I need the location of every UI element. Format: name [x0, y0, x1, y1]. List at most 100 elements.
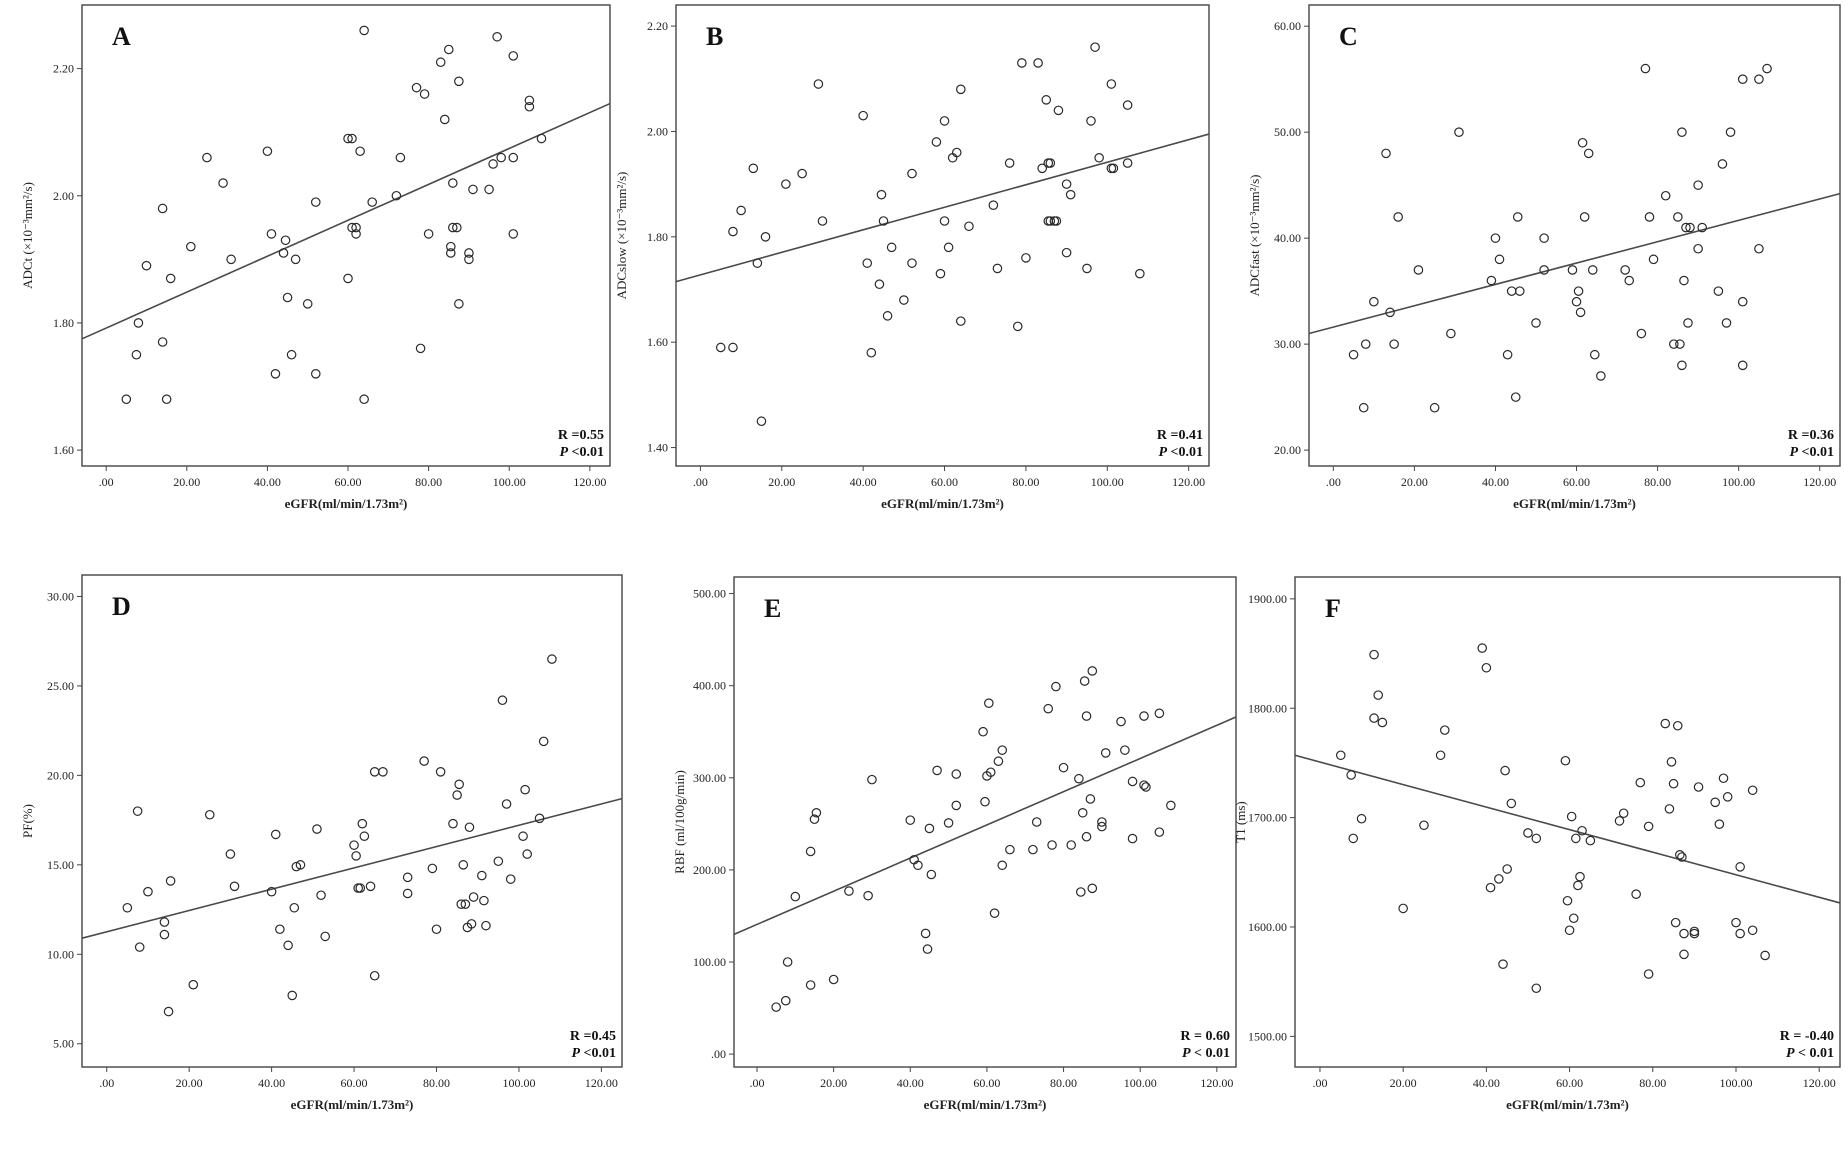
data-point	[359, 394, 369, 405]
data-point	[1677, 127, 1687, 137]
data-point	[951, 769, 962, 779]
data-point	[262, 146, 273, 157]
data-point	[1679, 275, 1689, 286]
x-tick-label: .00	[99, 475, 114, 489]
data-point	[1624, 275, 1635, 286]
data-point	[468, 892, 479, 902]
data-point	[505, 874, 516, 884]
data-point	[828, 974, 839, 985]
y-tick-label: .00	[711, 1047, 726, 1061]
data-point	[752, 258, 763, 268]
x-tick-label: 120.00	[1803, 475, 1836, 489]
data-point	[1033, 58, 1043, 68]
data-point	[468, 184, 478, 195]
regression-line	[81, 797, 623, 939]
y-axis-label: RBF (ml/100g/min)	[672, 770, 687, 874]
data-point	[1675, 850, 1685, 860]
data-point	[781, 179, 791, 189]
data-point	[1127, 833, 1138, 844]
panel-d: .00 20.00 40.00 60.00 80.00 100.00 120.00 5.00 1…	[20, 574, 623, 1112]
data-point	[978, 726, 988, 737]
data-point	[1575, 871, 1585, 882]
data-point	[351, 229, 361, 239]
data-point	[266, 229, 277, 239]
data-point	[320, 931, 331, 942]
data-point	[454, 779, 464, 790]
data-point	[524, 95, 535, 106]
data-point	[997, 860, 1008, 871]
data-point	[805, 846, 816, 857]
data-point	[1677, 852, 1687, 862]
data-point	[1669, 339, 1679, 349]
data-point	[866, 347, 877, 358]
data-point	[1531, 983, 1542, 994]
data-point	[1573, 880, 1583, 891]
data-point	[1077, 807, 1088, 818]
data-point	[122, 902, 133, 913]
x-tick-label: 120.00	[1172, 475, 1205, 489]
data-point	[943, 818, 954, 828]
data-point	[204, 809, 215, 820]
data-point	[1575, 307, 1586, 318]
data-point	[1065, 189, 1076, 200]
data-point	[275, 924, 285, 935]
x-tick-label: 40.00	[1482, 475, 1509, 489]
x-axis-label: eGFR(ml/min/1.73m²)	[881, 496, 1004, 511]
data-point	[817, 216, 828, 226]
data-point	[1620, 265, 1630, 275]
data-point	[1477, 643, 1488, 653]
data-point	[226, 254, 236, 265]
data-point	[464, 822, 475, 833]
x-tick-label: .00	[749, 1076, 764, 1090]
data-point	[1718, 773, 1729, 784]
data-point	[1494, 874, 1504, 884]
data-point	[1566, 811, 1577, 822]
data-point	[186, 241, 196, 252]
data-point	[980, 796, 990, 807]
p-value: P <0.01	[559, 445, 604, 460]
data-point	[1135, 268, 1145, 279]
data-point	[748, 163, 759, 174]
p-symbol: P	[1158, 445, 1167, 460]
data-point	[1085, 794, 1096, 804]
data-point	[391, 190, 402, 201]
data-point	[1348, 833, 1359, 844]
x-tick-label: 100.00	[502, 1076, 535, 1090]
data-point	[1502, 864, 1512, 874]
data-point	[1166, 800, 1176, 811]
data-point	[349, 840, 359, 850]
data-point	[435, 57, 446, 68]
data-point	[1031, 817, 1042, 827]
regression-line	[1294, 754, 1841, 904]
panel-label: F	[1325, 594, 1341, 623]
data-point	[1679, 949, 1689, 960]
data-point	[1754, 243, 1764, 254]
data-point	[1021, 253, 1031, 263]
data-point	[458, 860, 469, 870]
data-point	[278, 248, 289, 258]
data-point	[312, 824, 322, 834]
x-tick-label: 40.00	[258, 1076, 285, 1090]
data-point	[1061, 247, 1072, 258]
data-point	[1369, 296, 1379, 307]
y-axis-label: ADCt (×10⁻³mm²/s)	[20, 182, 35, 289]
p-value: P < 0.01	[1786, 1046, 1834, 1061]
y-tick-label: 1800.00	[1248, 701, 1287, 715]
data-point	[1485, 882, 1496, 893]
y-tick-label: 1700.00	[1248, 811, 1287, 825]
data-point	[1567, 265, 1578, 275]
r-value: R =0.41	[1157, 428, 1203, 443]
data-point	[728, 226, 738, 237]
data-point	[266, 886, 277, 897]
plot-frame	[81, 574, 623, 1068]
p-threshold: <0.01	[568, 445, 604, 460]
panel-label: D	[112, 592, 131, 621]
data-point	[1139, 711, 1149, 721]
data-point	[1398, 903, 1408, 914]
data-point	[1710, 797, 1720, 808]
x-tick-label: 20.00	[820, 1076, 847, 1090]
x-tick-label: 20.00	[1390, 1076, 1417, 1090]
data-point	[1360, 339, 1371, 349]
data-point	[1618, 808, 1629, 819]
data-point	[939, 116, 950, 126]
